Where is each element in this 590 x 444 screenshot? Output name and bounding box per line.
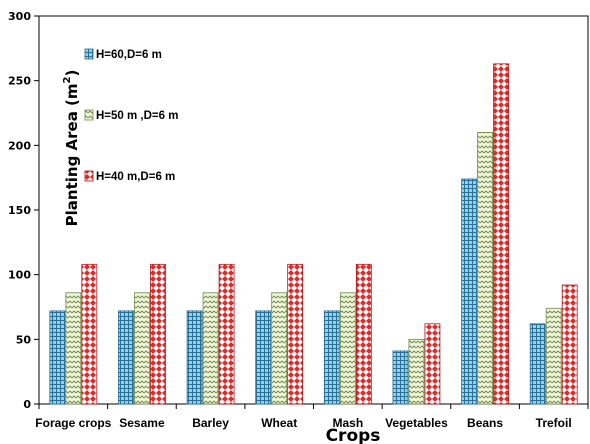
legend-label: H=60,D=6 m bbox=[96, 49, 162, 61]
bar-h-50-m-d-6-m-barley bbox=[202, 292, 219, 405]
bar-h-40-m-d-6-m-barley bbox=[218, 263, 235, 405]
legend-label: H=40 m,D=6 m bbox=[96, 171, 175, 183]
bar-h-50-m-d-6-m-sesame bbox=[134, 292, 150, 405]
y-tick-label: 100 bbox=[8, 269, 31, 282]
bar-h-40-m-d-6-m-beans bbox=[493, 63, 509, 405]
legend-swatch bbox=[84, 109, 94, 121]
x-tick-label: Barley bbox=[192, 416, 229, 430]
x-tick-label: Trefoil bbox=[536, 416, 572, 430]
x-tick-label: Wheat bbox=[261, 416, 297, 430]
x-tick-label: Mash bbox=[332, 416, 363, 430]
bar-h-50-m-d-6-m-forage-crops bbox=[65, 292, 82, 405]
bar-h-40-m-d-6-m-sesame bbox=[150, 263, 166, 405]
bar-h-40-m-d-6-m-forage-crops bbox=[81, 263, 98, 405]
x-tick-label: Vegetables bbox=[385, 416, 448, 430]
legend-swatch bbox=[84, 48, 94, 60]
bar-h-40-m-d-6-m-wheat bbox=[287, 263, 304, 405]
bar-h-50-m-d-6-m-wheat bbox=[271, 292, 288, 405]
y-axis-title: Planting Area (m2) bbox=[62, 70, 81, 227]
bar-h-60-d-6-m-beans bbox=[461, 178, 477, 405]
plot-area bbox=[38, 15, 589, 405]
bar-h-60-d-6-m-forage-crops bbox=[49, 310, 66, 405]
bar-h-60-d-6-m-wheat bbox=[255, 310, 272, 405]
y-tick-label: 150 bbox=[8, 204, 31, 217]
bar-h-60-d-6-m-barley bbox=[186, 310, 203, 405]
x-tick-label: Sesame bbox=[119, 416, 165, 430]
y-tick-label: 50 bbox=[16, 333, 32, 346]
bar-h-40-m-d-6-m-mash bbox=[355, 263, 372, 405]
x-tick-label: Beans bbox=[467, 416, 503, 430]
x-axis-title: Crops bbox=[326, 426, 381, 444]
y-axis: 0 50 100 150 200 250 300 bbox=[8, 10, 39, 411]
bar-h-50-m-d-6-m-vegetables bbox=[408, 338, 425, 405]
bar-h-60-d-6-m-mash bbox=[323, 310, 340, 405]
bar-h-60-d-6-m-vegetables bbox=[392, 350, 409, 405]
bar-h-40-m-d-6-m-trefoil bbox=[561, 284, 578, 405]
x-tick-label: Forage crops bbox=[35, 416, 111, 430]
y-tick-label: 300 bbox=[8, 10, 31, 23]
bar-h-50-m-d-6-m-trefoil bbox=[545, 307, 562, 405]
legend: H=60,D=6 m H=50 m ,D=6 m H=40 m,D=6 m bbox=[84, 48, 178, 183]
y-tick-label: 200 bbox=[8, 139, 31, 152]
y-tick-label: 0 bbox=[23, 398, 31, 411]
legend-swatch bbox=[84, 170, 94, 182]
bar-h-50-m-d-6-m-mash bbox=[339, 292, 356, 405]
bar-h-60-d-6-m-sesame bbox=[118, 310, 134, 405]
y-tick-label: 250 bbox=[8, 75, 31, 88]
x-axis: Forage crops Sesame Barley Wheat Mash Vegetab… bbox=[35, 404, 589, 430]
legend-label: H=50 m ,D=6 m bbox=[96, 110, 178, 122]
bar-h-40-m-d-6-m-vegetables bbox=[424, 323, 441, 405]
bar-h-50-m-d-6-m-beans bbox=[477, 131, 493, 405]
bar-h-60-d-6-m-trefoil bbox=[529, 323, 546, 405]
